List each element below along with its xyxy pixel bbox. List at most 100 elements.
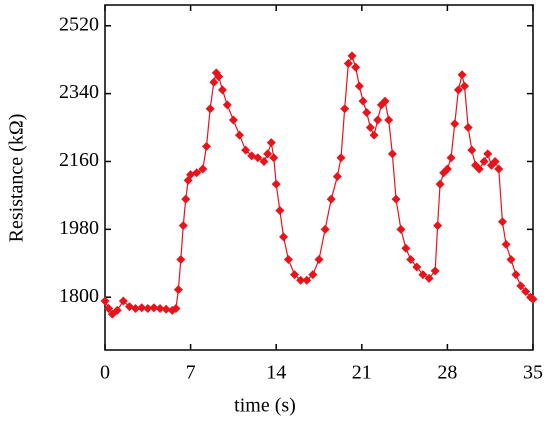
data-point bbox=[501, 239, 511, 249]
data-point bbox=[181, 194, 191, 204]
data-point bbox=[380, 96, 390, 106]
data-point bbox=[173, 285, 183, 295]
data-point bbox=[516, 281, 526, 291]
data-point bbox=[391, 194, 401, 204]
data-point bbox=[435, 179, 445, 189]
data-point bbox=[104, 304, 114, 314]
data-point bbox=[279, 232, 289, 242]
data-point bbox=[412, 262, 422, 272]
data-point bbox=[362, 107, 372, 117]
data-point bbox=[446, 153, 456, 163]
data-point bbox=[149, 303, 159, 313]
data-point bbox=[450, 119, 460, 129]
data-point bbox=[198, 164, 208, 174]
data-point bbox=[479, 156, 489, 166]
data-point bbox=[406, 255, 416, 265]
data-point bbox=[347, 51, 357, 61]
data-point bbox=[263, 149, 273, 159]
data-point bbox=[336, 153, 346, 163]
y-tick-label: 1800 bbox=[59, 285, 99, 307]
data-point bbox=[178, 221, 188, 231]
data-point bbox=[332, 172, 342, 182]
x-tick-label: 28 bbox=[437, 362, 457, 384]
data-point bbox=[266, 138, 276, 148]
data-point bbox=[474, 164, 484, 174]
y-tick-label: 2340 bbox=[59, 81, 99, 103]
x-tick-label: 21 bbox=[352, 362, 372, 384]
data-point bbox=[320, 224, 330, 234]
x-tick-label: 14 bbox=[266, 362, 286, 384]
x-tick-label: 35 bbox=[523, 362, 543, 384]
data-point bbox=[343, 58, 353, 68]
y-tick-label: 2520 bbox=[59, 13, 99, 35]
data-point bbox=[387, 149, 397, 159]
data-point bbox=[296, 275, 306, 285]
plot-frame bbox=[104, 4, 534, 351]
data-point bbox=[241, 145, 251, 155]
y-tick-label: 1980 bbox=[59, 217, 99, 239]
data-point bbox=[494, 164, 504, 174]
data-point bbox=[506, 255, 516, 265]
data-point bbox=[384, 115, 394, 125]
data-point bbox=[131, 304, 141, 314]
data-point bbox=[430, 266, 440, 276]
data-point bbox=[460, 81, 470, 91]
data-point bbox=[205, 104, 215, 114]
data-point bbox=[467, 145, 477, 155]
data-point bbox=[112, 305, 122, 315]
data-point bbox=[418, 270, 428, 280]
x-tick-label: 0 bbox=[100, 362, 110, 384]
data-point bbox=[314, 255, 324, 265]
x-axis-label: time (s) bbox=[234, 395, 296, 417]
data-point bbox=[463, 123, 473, 133]
data-point bbox=[490, 156, 500, 166]
data-point bbox=[275, 205, 285, 215]
data-point bbox=[118, 296, 128, 306]
data-point bbox=[137, 303, 147, 313]
data-point bbox=[365, 123, 375, 133]
data-point bbox=[483, 149, 493, 159]
data-point bbox=[424, 273, 434, 283]
data-point bbox=[253, 153, 263, 163]
data-point bbox=[354, 81, 364, 91]
data-point bbox=[176, 255, 186, 265]
data-point bbox=[511, 270, 521, 280]
data-point bbox=[528, 294, 538, 304]
data-point bbox=[373, 115, 383, 125]
data-point bbox=[201, 141, 211, 151]
data-point bbox=[358, 96, 368, 106]
data-point bbox=[497, 217, 507, 227]
data-point bbox=[259, 156, 269, 166]
data-point bbox=[217, 85, 227, 95]
data-point bbox=[214, 72, 224, 82]
data-point bbox=[308, 270, 318, 280]
data-point bbox=[271, 179, 281, 189]
data-point bbox=[326, 194, 336, 204]
data-point bbox=[302, 275, 312, 285]
data-point bbox=[228, 115, 238, 125]
data-point bbox=[442, 164, 452, 174]
data-point bbox=[143, 304, 153, 314]
data-line bbox=[104, 54, 534, 316]
data-point bbox=[283, 255, 293, 265]
data-point bbox=[222, 100, 232, 110]
data-point bbox=[521, 287, 531, 297]
data-point bbox=[100, 296, 110, 306]
data-point bbox=[457, 70, 467, 80]
data-point bbox=[171, 304, 181, 314]
data-point bbox=[401, 243, 411, 253]
data-point bbox=[269, 153, 279, 163]
data-point bbox=[155, 304, 165, 314]
data-point bbox=[433, 221, 443, 231]
y-axis-label: Resistance (kΩ) bbox=[6, 114, 28, 243]
data-point bbox=[235, 130, 245, 140]
data-point bbox=[453, 85, 463, 95]
x-tick-label: 7 bbox=[186, 362, 196, 384]
data-point bbox=[369, 130, 379, 140]
y-tick-label: 2160 bbox=[59, 149, 99, 171]
data-point bbox=[209, 77, 219, 87]
data-point bbox=[192, 168, 202, 178]
data-point bbox=[351, 62, 361, 72]
